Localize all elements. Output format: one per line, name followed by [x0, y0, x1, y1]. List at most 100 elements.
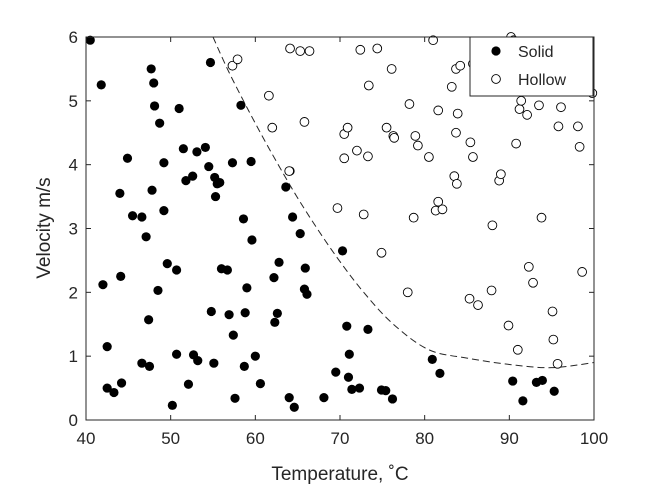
solid-point	[270, 317, 280, 327]
hollow-point	[232, 54, 243, 65]
solid-point	[300, 263, 310, 273]
hollow-point	[433, 196, 444, 207]
hollow-point	[574, 141, 585, 152]
hollow-point	[511, 138, 521, 149]
plot-area	[86, 37, 594, 420]
solid-point	[141, 232, 151, 242]
solid-point	[102, 383, 112, 393]
solid-point	[508, 376, 518, 386]
hollow-point	[468, 152, 478, 162]
solid-point	[147, 185, 157, 195]
solid-point	[381, 386, 391, 396]
hollow-point	[372, 43, 383, 54]
solid-point	[239, 361, 249, 371]
hollow-point	[408, 212, 419, 223]
hollow-point	[285, 43, 295, 54]
y-axis-title: Velocity m/s	[34, 177, 55, 278]
hollow-point	[573, 121, 583, 132]
solid-point	[137, 212, 147, 222]
y-tick-label: 2	[69, 283, 78, 302]
legend-label-hollow: Hollow	[518, 72, 566, 89]
hollow-point	[512, 344, 523, 355]
hollow-point	[451, 127, 461, 138]
hollow-point	[304, 46, 315, 56]
solid-point	[242, 283, 252, 293]
solid-point	[230, 393, 240, 403]
hollow-point	[332, 203, 343, 213]
hollow-point	[404, 99, 415, 109]
solid-point	[537, 375, 547, 386]
hollow-point	[437, 204, 448, 215]
solid-point	[224, 310, 234, 320]
hollow-point	[376, 247, 387, 258]
solid-point	[183, 379, 194, 389]
x-tick-label: 60	[246, 429, 265, 448]
hollow-point	[227, 60, 238, 71]
solid-point	[204, 161, 214, 172]
hollow-point	[522, 110, 532, 120]
hollow-point	[496, 169, 506, 180]
x-tick-label: 50	[161, 429, 180, 448]
solid-point	[427, 354, 437, 364]
hollow-point	[536, 212, 547, 223]
x-axis-title: Temperature, ˚C	[271, 464, 408, 485]
legend: Solid Hollow	[469, 36, 594, 97]
y-tick-label: 5	[69, 92, 78, 111]
boundary-curve	[212, 37, 594, 369]
solid-point	[363, 324, 373, 334]
solid-point	[171, 349, 182, 359]
solid-point	[274, 257, 284, 267]
hollow-point	[548, 334, 559, 345]
hollow-point	[358, 209, 369, 220]
solid-point	[162, 259, 172, 269]
solid-point	[206, 306, 216, 317]
hollow-point	[446, 81, 457, 92]
solid-point	[210, 191, 221, 202]
hollow-point	[433, 105, 444, 116]
solid-point	[287, 212, 298, 222]
y-tick-label: 6	[69, 28, 78, 47]
solid-point	[171, 265, 182, 275]
solid-point	[85, 35, 95, 45]
solid-point	[155, 118, 165, 128]
x-tick-label: 70	[331, 429, 350, 448]
solid-point	[144, 361, 155, 371]
solid-point	[227, 158, 238, 168]
solid-point	[127, 211, 138, 221]
solid-point	[98, 280, 108, 290]
hollow-point	[267, 122, 278, 133]
x-tick-label: 90	[500, 429, 519, 448]
solid-point	[337, 246, 348, 256]
solid-point	[342, 321, 352, 331]
solid-point	[284, 393, 294, 403]
legend-label-solid: Solid	[518, 44, 554, 61]
solid-point	[344, 349, 354, 359]
solid-point	[255, 379, 266, 389]
x-axis-ticks: 40 50 60 70 80 90 100	[77, 37, 608, 448]
x-tick-label: 100	[580, 429, 608, 448]
solid-point	[115, 188, 125, 198]
hollow-point	[264, 90, 274, 101]
hollow-point	[339, 153, 350, 164]
hollow-point	[452, 108, 463, 119]
x-tick-label: 80	[415, 429, 434, 448]
solid-point	[167, 400, 177, 410]
hollow-point	[514, 104, 525, 114]
hollow-point	[464, 293, 475, 304]
solid-point	[347, 384, 357, 394]
solid-point	[549, 386, 559, 396]
solid-point	[215, 177, 225, 188]
solid-point	[250, 351, 260, 361]
solid-point	[289, 402, 299, 412]
solid-point	[354, 383, 365, 393]
solid-point	[146, 64, 156, 74]
hollow-point	[547, 306, 558, 317]
y-tick-label: 1	[69, 347, 78, 366]
hollow-point	[451, 178, 462, 189]
solid-point	[518, 396, 528, 406]
series-solid	[85, 35, 559, 412]
solid-point	[228, 330, 238, 340]
solid-point	[193, 356, 203, 366]
hollow-point	[465, 137, 476, 148]
